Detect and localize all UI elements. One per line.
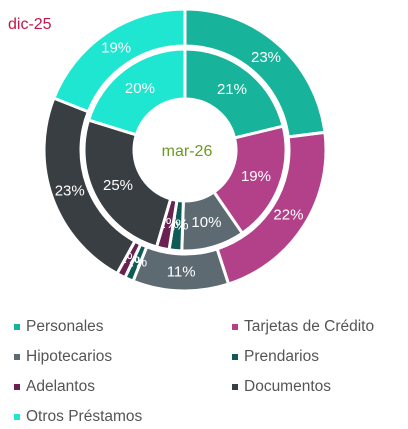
legend-label: Personales	[26, 318, 104, 335]
legend-marker	[232, 354, 238, 360]
value-label: 25%	[103, 177, 133, 194]
legend-marker	[14, 384, 20, 390]
legend-label: Adelantos	[26, 378, 95, 395]
legend-label: Documentos	[244, 378, 331, 395]
legend-marker	[14, 324, 20, 330]
value-label: 11%	[167, 263, 196, 280]
value-label: 23%	[251, 49, 281, 66]
legend-marker	[14, 354, 20, 360]
inner-series-label: mar-26	[162, 143, 213, 160]
outer-series-label: dic-25	[8, 16, 52, 33]
donut-segment	[51, 7, 187, 114]
legend-label: Otros Préstamos	[26, 408, 143, 425]
value-label: 21%	[217, 81, 247, 98]
legend-label: Prendarios	[244, 348, 319, 365]
value-label: 10%	[191, 214, 221, 231]
donut-segment	[86, 47, 187, 137]
legend-label: Hipotecarios	[26, 348, 112, 365]
value-label: 20%	[125, 80, 155, 97]
value-label: 19%	[241, 168, 271, 185]
value-label: 19%	[101, 40, 131, 57]
legend-marker	[232, 384, 238, 390]
value-label: 22%	[273, 207, 303, 224]
donut-segment	[82, 118, 173, 249]
legend-marker	[232, 324, 238, 330]
legend-marker	[14, 414, 20, 420]
legend-label: Tarjetas de Crédito	[244, 318, 374, 335]
value-label: 23%	[55, 182, 85, 199]
donut-segment	[183, 47, 285, 140]
